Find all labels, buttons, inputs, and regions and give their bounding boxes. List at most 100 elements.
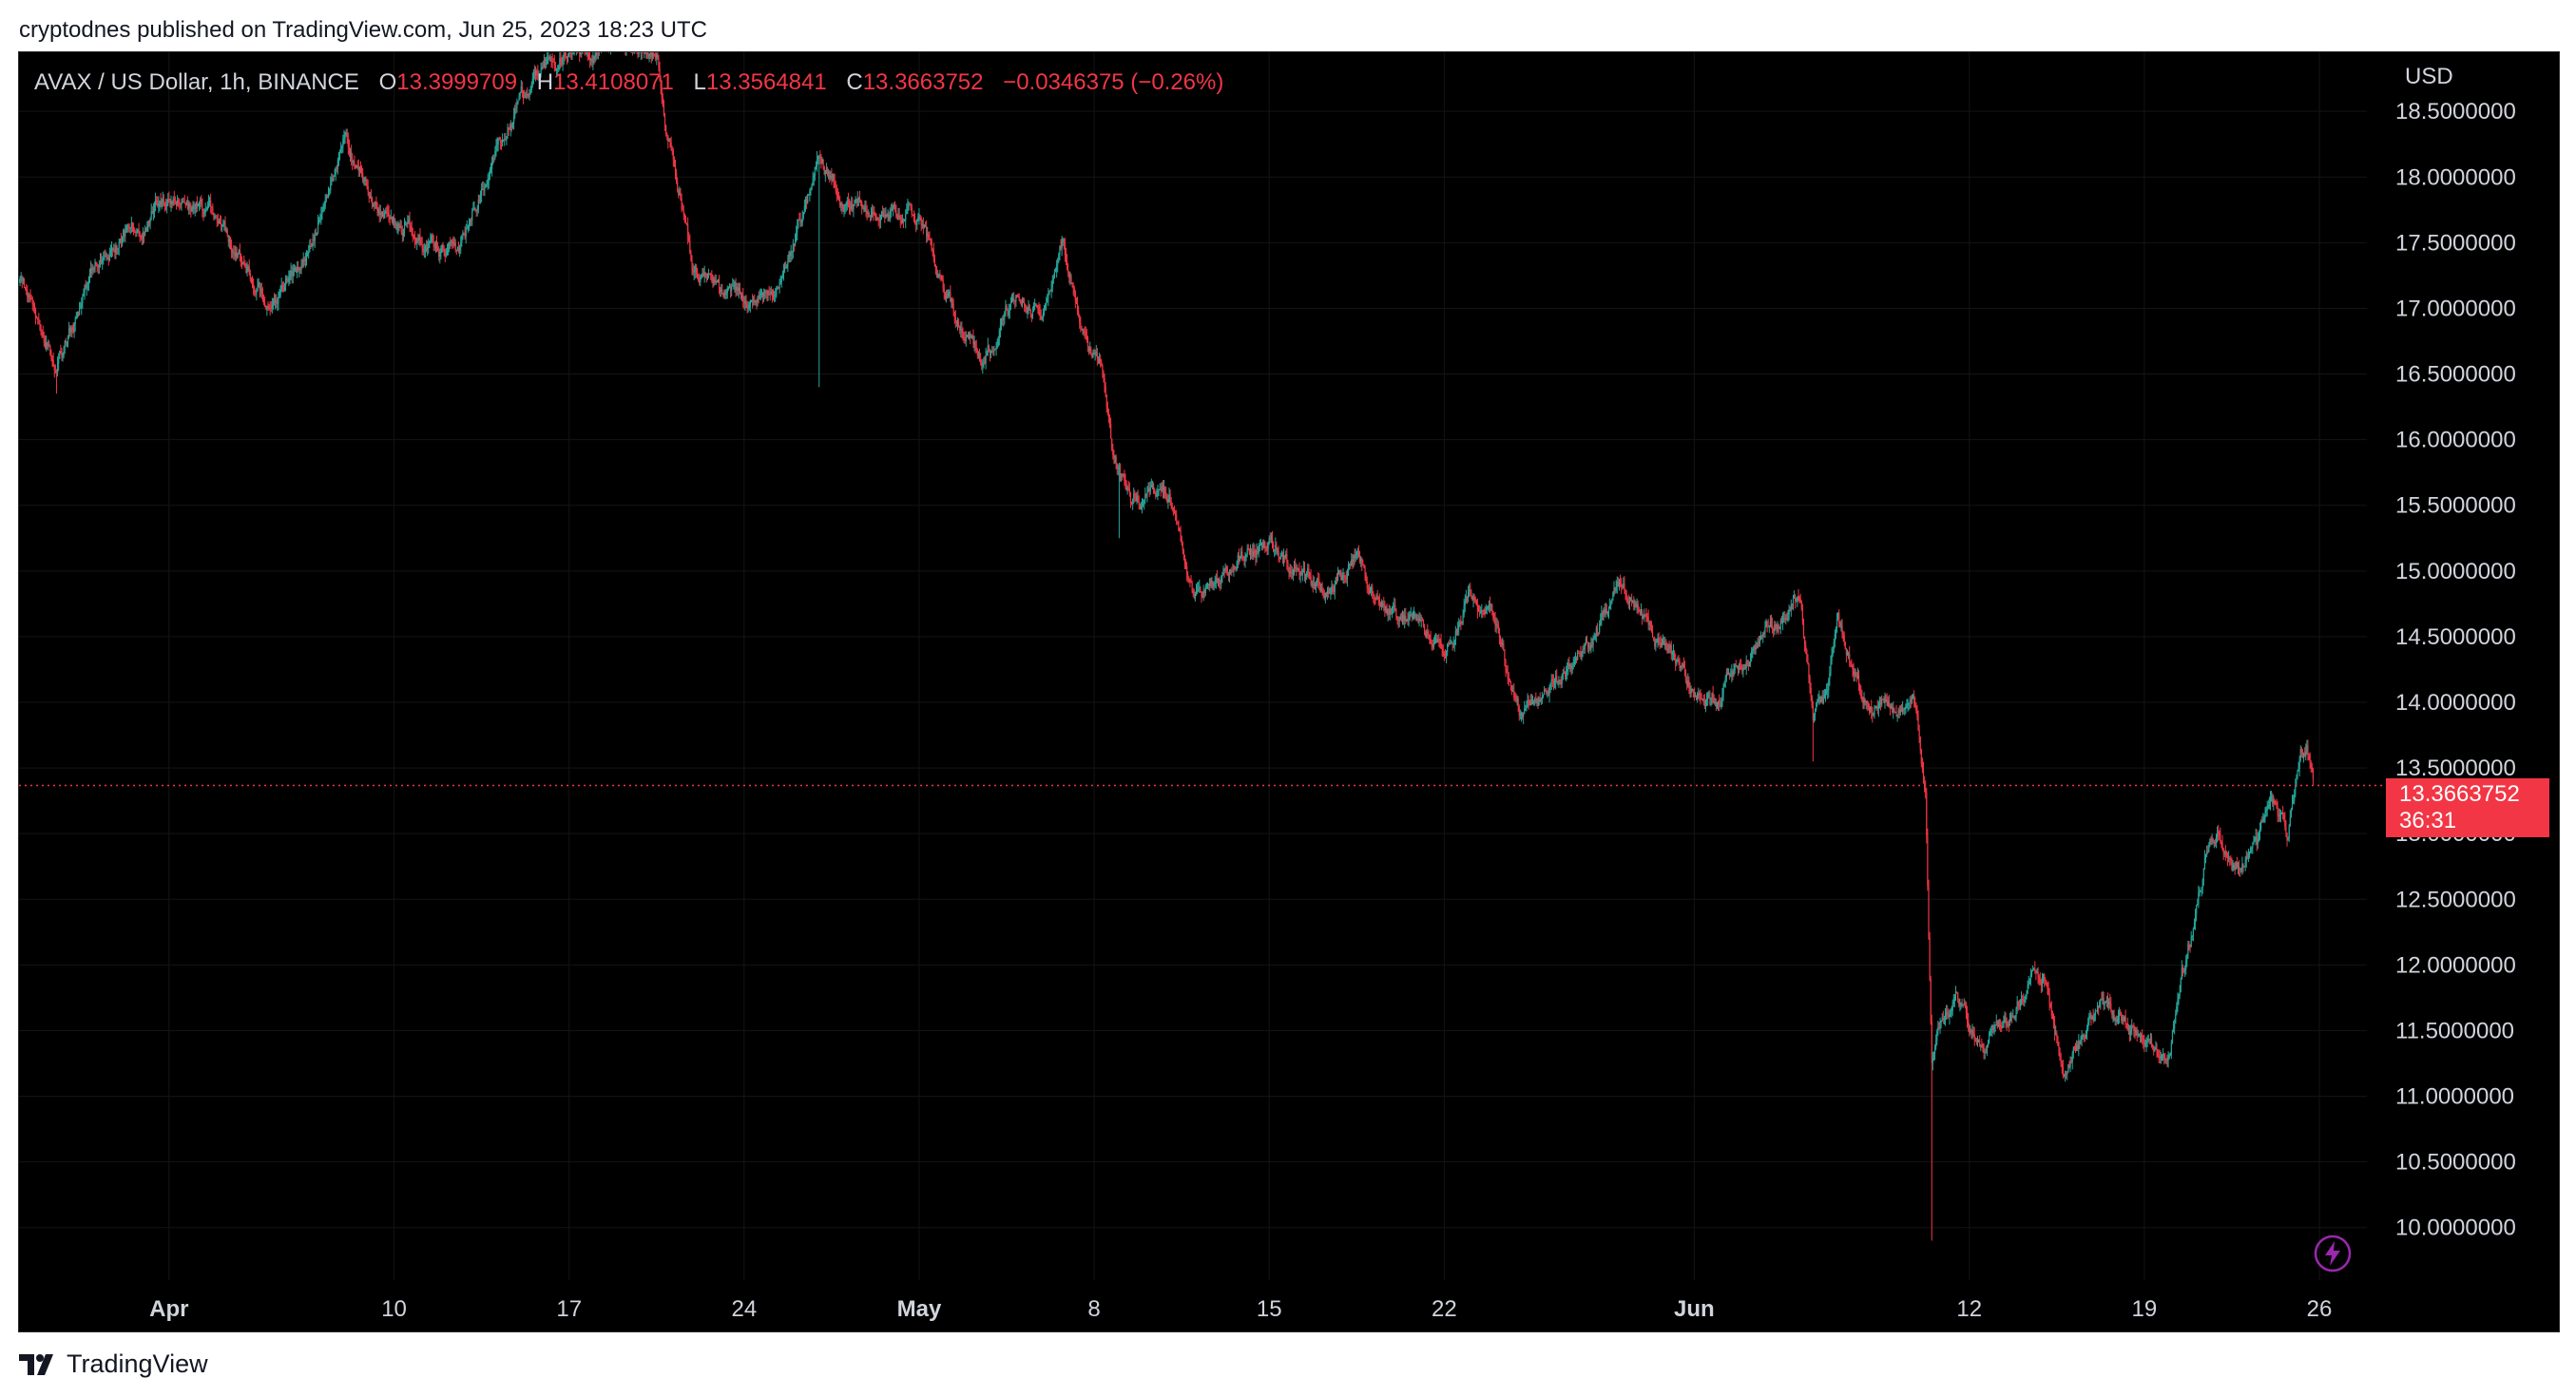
candle-body [250, 278, 253, 284]
candle-body [681, 198, 682, 210]
candle-body [137, 229, 139, 232]
candle-body [134, 231, 136, 233]
candle-body [1807, 654, 1809, 664]
candle-body [1007, 310, 1009, 316]
candle-body [1828, 679, 1830, 691]
candle-body [1249, 549, 1252, 555]
candle-body [2275, 802, 2277, 805]
symbol-name[interactable]: AVAX / US Dollar, 1h, BINANCE [34, 69, 359, 95]
candle-body [883, 215, 885, 217]
candle-body [898, 215, 900, 217]
candle-body [2273, 799, 2275, 804]
candle-body [176, 200, 179, 204]
candle-body [1270, 536, 1273, 539]
candle-body [24, 287, 27, 290]
y-tick-label: 16.0000000 [2395, 428, 2516, 453]
candle-body [819, 156, 821, 159]
candle-body [217, 220, 219, 224]
candle-body [562, 57, 564, 65]
candle-body [915, 221, 917, 225]
candle-body [1146, 490, 1148, 496]
candle-body [408, 219, 410, 222]
candle-body [1966, 1013, 1969, 1021]
candle-body [1017, 296, 1019, 297]
footer-brand[interactable]: TradingView [19, 1349, 208, 1379]
candle-body [586, 52, 589, 53]
candle-body [2126, 1023, 2128, 1029]
candle-body [1616, 581, 1618, 587]
candle-body [1525, 708, 1527, 710]
candle-body [1328, 588, 1330, 594]
candle-body [1916, 710, 1918, 718]
candle-body [1056, 264, 1058, 272]
candle-body [1557, 680, 1559, 682]
candle-body [375, 201, 377, 209]
candle-body [1949, 1013, 1951, 1018]
candle-body [29, 297, 31, 298]
candle-body [2023, 1001, 2025, 1003]
candle-body [522, 92, 525, 98]
candle-body [2177, 1000, 2179, 1006]
candle-body [2307, 745, 2309, 755]
candle-body [644, 52, 646, 54]
x-tick-label: 15 [1257, 1296, 1282, 1322]
candle-body [70, 327, 72, 333]
candle-body [69, 328, 71, 333]
candle-body [1112, 449, 1114, 455]
candle-body [1884, 698, 1886, 703]
candle-body [1254, 550, 1256, 554]
candlestick-chart[interactable]: 18.500000018.000000017.500000017.0000000… [19, 52, 2559, 1331]
candle-body [2156, 1047, 2158, 1051]
candle-body [127, 224, 129, 227]
candle-body [347, 138, 349, 147]
candle-body [2077, 1044, 2079, 1050]
candle-body [2253, 841, 2255, 845]
candle-body [1102, 365, 1104, 371]
candle-body [682, 209, 684, 214]
candle-body [2014, 1016, 2016, 1019]
chart-panel[interactable]: 18.5000000 18.0000000 17.5000000 17.0000000… [18, 51, 2560, 1332]
candle-body [1483, 610, 1485, 612]
candle-body [510, 124, 513, 127]
candle-body [2022, 998, 2024, 1002]
currency-label[interactable]: USD [2405, 64, 2453, 89]
candle-body [734, 281, 736, 286]
candle-body [2245, 855, 2247, 861]
lightning-icon[interactable] [2314, 1234, 2352, 1273]
candle-body [269, 307, 271, 309]
candle-body [770, 291, 772, 295]
candle-body [787, 260, 789, 265]
candle-body [2282, 812, 2284, 815]
x-tick-label: 12 [1956, 1296, 1982, 1322]
candle-body [1106, 407, 1108, 414]
candle-body [2096, 1005, 2099, 1012]
candle-body [778, 287, 779, 289]
candle-body [1778, 624, 1779, 629]
candle-body [2038, 976, 2040, 981]
candle-body [2211, 838, 2213, 841]
candle-body [528, 96, 529, 98]
candle-body [544, 60, 547, 65]
candle-body [1548, 689, 1550, 696]
candle-body [1075, 300, 1078, 304]
candle-body [592, 56, 594, 63]
candle-body [368, 192, 370, 199]
candle-body [1081, 325, 1083, 331]
candle-body [1083, 329, 1085, 332]
candle-body [1263, 541, 1265, 548]
candle-body [463, 232, 465, 235]
candle-body [1323, 593, 1325, 599]
candle-body [874, 213, 875, 216]
candle-body [2091, 1016, 2093, 1019]
candle-body [1841, 625, 1843, 634]
candle-body [2076, 1044, 2078, 1051]
candle-body [1105, 386, 1106, 395]
candle-body [1673, 651, 1676, 660]
candle-body [1201, 595, 1203, 598]
candle-body [684, 216, 687, 223]
candle-body [1789, 609, 1791, 611]
candle-body [1866, 700, 1868, 704]
candle-body [2105, 1000, 2108, 1002]
candle-body [688, 237, 690, 241]
candle-body [840, 203, 842, 206]
